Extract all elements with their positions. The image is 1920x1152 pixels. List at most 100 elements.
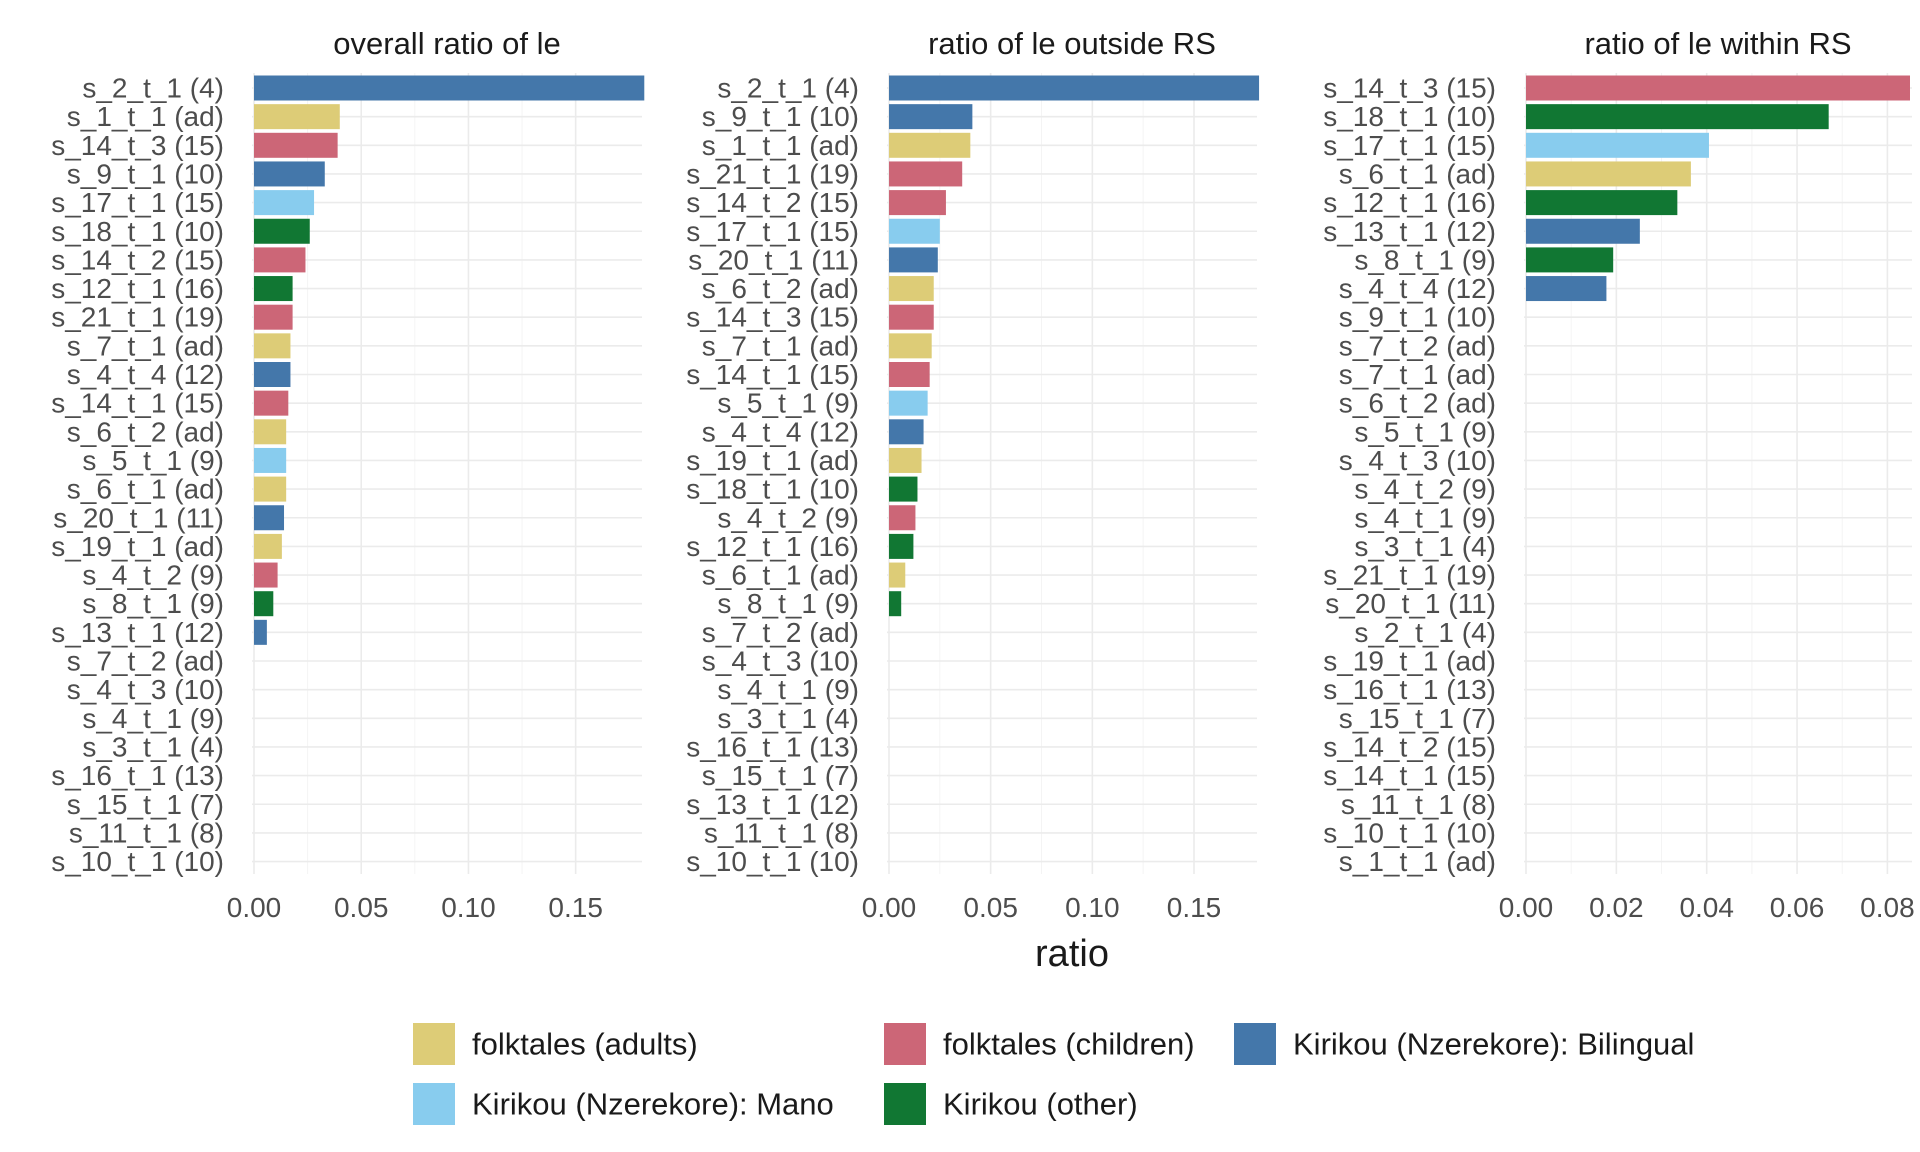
category-label: s_18_t_1 (10) xyxy=(51,216,224,247)
category-label: s_7_t_2 (ad) xyxy=(1339,330,1496,361)
category-label: s_14_t_2 (15) xyxy=(51,244,224,275)
panel-3: s_14_t_3 (15)s_18_t_1 (10)s_17_t_1 (15)s… xyxy=(1323,26,1914,923)
bar xyxy=(1526,218,1640,244)
category-label: s_20_t_1 (11) xyxy=(688,244,859,275)
legend-swatch xyxy=(413,1083,455,1125)
bar xyxy=(889,533,914,559)
legend-label: folktales (adults) xyxy=(472,1027,698,1062)
bar xyxy=(254,390,289,416)
bar xyxy=(1526,276,1607,302)
category-label: s_1_t_1 (ad) xyxy=(1339,846,1496,877)
category-label: s_15_t_1 (7) xyxy=(1339,703,1496,734)
bar xyxy=(254,276,293,302)
legend-swatch xyxy=(1234,1023,1276,1065)
category-label: s_6_t_2 (ad) xyxy=(67,416,224,447)
category-label: s_10_t_1 (10) xyxy=(686,846,859,877)
category-label: s_10_t_1 (10) xyxy=(1323,817,1496,848)
bar xyxy=(889,218,940,244)
bar xyxy=(1526,190,1678,216)
bar xyxy=(254,104,340,130)
category-label: s_21_t_1 (19) xyxy=(1323,560,1496,591)
category-label: s_14_t_1 (15) xyxy=(686,359,859,390)
category-label: s_18_t_1 (10) xyxy=(1323,101,1496,132)
category-label: s_17_t_1 (15) xyxy=(51,187,224,218)
x-tick-label: 0.15 xyxy=(1167,892,1222,923)
category-label: s_14_t_3 (15) xyxy=(51,130,224,161)
bar xyxy=(1526,104,1829,130)
x-tick-label: 0.00 xyxy=(862,892,917,923)
category-label: s_4_t_3 (10) xyxy=(702,646,859,677)
legend-label: Kirikou (Nzerekore): Mano xyxy=(472,1087,834,1122)
category-label: s_14_t_1 (15) xyxy=(51,388,224,419)
category-label: s_5_t_1 (9) xyxy=(717,388,859,419)
bar xyxy=(254,132,338,158)
x-tick-label: 0.00 xyxy=(227,892,282,923)
category-label: s_14_t_3 (15) xyxy=(1323,73,1496,104)
category-label: s_4_t_1 (9) xyxy=(1354,502,1496,533)
legend-item: Kirikou (Nzerekore): Mano xyxy=(413,1083,834,1125)
category-label: s_7_t_2 (ad) xyxy=(702,617,859,648)
panel-2: s_2_t_1 (4)s_9_t_1 (10)s_1_t_1 (ad)s_21_… xyxy=(686,26,1260,923)
category-label: s_10_t_1 (10) xyxy=(51,846,224,877)
panel-title: ratio of le outside RS xyxy=(928,26,1216,61)
category-label: s_17_t_1 (15) xyxy=(1323,130,1496,161)
category-label: s_12_t_1 (16) xyxy=(51,273,224,304)
legend-label: Kirikou (Nzerekore): Bilingual xyxy=(1293,1027,1694,1062)
bar xyxy=(254,218,310,244)
category-label: s_16_t_1 (13) xyxy=(686,731,859,762)
bar xyxy=(889,476,918,502)
bar xyxy=(889,276,934,302)
chart-panels: s_2_t_1 (4)s_1_t_1 (ad)s_14_t_3 (15)s_9_… xyxy=(51,26,1914,923)
category-label: s_4_t_2 (9) xyxy=(1354,474,1496,505)
bar xyxy=(1526,132,1709,158)
bar xyxy=(889,104,973,130)
category-label: s_13_t_1 (12) xyxy=(1323,216,1496,247)
bar xyxy=(889,505,916,531)
x-tick-label: 0.04 xyxy=(1679,892,1734,923)
category-label: s_14_t_2 (15) xyxy=(1323,731,1496,762)
bar xyxy=(254,161,325,187)
category-label: s_6_t_1 (ad) xyxy=(702,560,859,591)
x-tick-label: 0.15 xyxy=(548,892,603,923)
legend-item: folktales (adults) xyxy=(413,1023,698,1065)
bar xyxy=(889,333,932,359)
bar xyxy=(889,447,922,473)
bar xyxy=(889,362,930,387)
bar xyxy=(254,304,293,330)
category-label: s_8_t_1 (9) xyxy=(717,588,859,619)
bar xyxy=(254,190,315,216)
category-label: s_13_t_1 (12) xyxy=(51,617,224,648)
x-axis-title: ratio xyxy=(1035,933,1109,975)
category-label: s_7_t_1 (ad) xyxy=(1339,359,1496,390)
bar xyxy=(254,591,274,617)
x-tick-label: 0.05 xyxy=(963,892,1018,923)
category-label: s_4_t_4 (12) xyxy=(1339,273,1496,304)
bar xyxy=(1526,161,1691,187)
category-label: s_12_t_1 (16) xyxy=(1323,187,1496,218)
bar xyxy=(1526,75,1910,101)
bar xyxy=(254,362,291,387)
bar xyxy=(889,419,924,445)
bar xyxy=(254,619,267,645)
category-label: s_17_t_1 (15) xyxy=(686,216,859,247)
category-label: s_11_t_1 (8) xyxy=(69,817,224,848)
bar xyxy=(254,533,282,559)
category-label: s_4_t_1 (9) xyxy=(82,703,224,734)
x-tick-label: 0.05 xyxy=(334,892,389,923)
bar xyxy=(889,75,1260,101)
x-tick-label: 0.00 xyxy=(1499,892,1554,923)
category-label: s_5_t_1 (9) xyxy=(82,445,224,476)
category-label: s_4_t_4 (12) xyxy=(67,359,224,390)
category-label: s_7_t_1 (ad) xyxy=(702,330,859,361)
category-label: s_4_t_2 (9) xyxy=(717,502,859,533)
legend-swatch xyxy=(884,1083,926,1125)
category-label: s_13_t_1 (12) xyxy=(686,789,859,820)
legend: folktales (adults) folktales (children) Ki… xyxy=(413,1023,1694,1125)
x-tick-label: 0.06 xyxy=(1770,892,1825,923)
category-label: s_20_t_1 (11) xyxy=(1325,588,1496,619)
bar xyxy=(889,247,938,273)
bar xyxy=(254,562,278,588)
legend-item: Kirikou (other) xyxy=(884,1083,1138,1125)
category-label: s_6_t_1 (ad) xyxy=(1339,158,1496,189)
